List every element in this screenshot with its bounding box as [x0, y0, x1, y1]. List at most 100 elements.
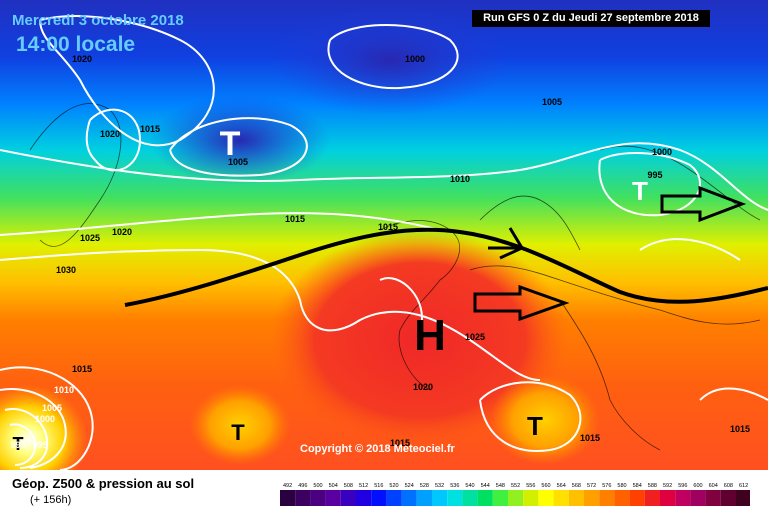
- legend-color-swatch: [325, 490, 341, 506]
- legend-color-swatch: [675, 490, 691, 506]
- legend-color-swatch: [386, 490, 402, 506]
- legend-tick-label: 584: [633, 483, 642, 489]
- legend-tick-label: 504: [329, 483, 338, 489]
- legend-color-swatch: [553, 490, 569, 506]
- legend-tick-label: 568: [572, 483, 581, 489]
- legend-tick-label: 536: [450, 483, 459, 489]
- legend-color-swatch: [523, 490, 539, 506]
- isobar-value-label: 1015: [390, 438, 410, 448]
- legend-color-swatch: [508, 490, 524, 506]
- legend-color-swatch: [644, 490, 660, 506]
- pressure-centers: T T H T T T: [13, 125, 649, 454]
- isobar-value-label: 1005: [228, 157, 248, 167]
- isobar-value-label: 1015: [378, 222, 398, 232]
- legend-color-swatch: [371, 490, 387, 506]
- run-label: Run GFS 0 Z du Jeudi 27 septembre 2018: [483, 12, 699, 24]
- isobar-value-label: 1020: [112, 227, 132, 237]
- legend-tick-label: 492: [283, 483, 292, 489]
- isobar-value-label: 1010: [450, 174, 470, 184]
- legend-tick-label: 556: [526, 483, 535, 489]
- legend-color-swatch: [736, 490, 750, 506]
- legend-tick-label: 608: [724, 483, 733, 489]
- legend-tick-label: 528: [420, 483, 429, 489]
- coastlines: [29, 103, 761, 451]
- legend-color-swatch: [280, 490, 296, 506]
- legend-color-swatch: [705, 490, 721, 506]
- isobar-value-label: 1000: [35, 414, 55, 424]
- legend-color-swatch: [568, 490, 584, 506]
- legend-tick-label: 580: [617, 483, 626, 489]
- legend-color-swatch: [356, 490, 372, 506]
- legend-tick-label: 512: [359, 483, 368, 489]
- isobar-value-label: 1020: [100, 129, 120, 139]
- isobar-value-label: 1000: [652, 147, 672, 157]
- azores-low-core: [190, 385, 290, 465]
- isobar-value-label: 1020: [413, 382, 433, 392]
- legend-tick-label: 508: [344, 483, 353, 489]
- legend-color-swatch: [584, 490, 600, 506]
- forecast-lead-time: (+ 156h): [30, 494, 72, 506]
- high-pressure-marker: H: [414, 311, 446, 360]
- legend-tick-label: 524: [405, 483, 414, 489]
- isobar-value-label: 995: [10, 440, 25, 450]
- legend-tick-label: 496: [298, 483, 307, 489]
- isobar-value-label: 1015: [140, 124, 160, 134]
- isobar-value-label: 1005: [42, 403, 62, 413]
- isobar-value-label: 995: [647, 170, 662, 180]
- map-title: Géop. Z500 & pression au sol: [12, 476, 195, 491]
- legend-tick-label: 520: [389, 483, 398, 489]
- low-pressure-marker: T: [632, 176, 648, 206]
- isobar-value-label: 1015: [72, 364, 92, 374]
- legend-tick-label: 612: [739, 483, 748, 489]
- forecast-time: 14:00 locale: [16, 33, 136, 56]
- isobar-value-label: 1010: [54, 385, 74, 395]
- legend-tick-label: 500: [313, 483, 322, 489]
- france-high-core: [270, 230, 570, 450]
- isobar-value-label: 1020: [72, 54, 92, 64]
- legend-color-swatch: [492, 490, 508, 506]
- legend-tick-label: 560: [541, 483, 550, 489]
- legend-color-swatch: [599, 490, 615, 506]
- legend-color-swatch: [690, 490, 706, 506]
- legend-tick-label: 596: [678, 483, 687, 489]
- low-pressure-marker: T: [231, 420, 245, 445]
- legend-color-swatch: [295, 490, 311, 506]
- isobar-value-label: 1030: [56, 265, 76, 275]
- isobar-value-label: 1015: [580, 433, 600, 443]
- low-pressure-marker: T: [13, 434, 24, 454]
- legend-tick-label: 532: [435, 483, 444, 489]
- copyright-notice: Copyright © 2018 Meteociel.fr: [300, 443, 455, 455]
- legend-color-swatch: [660, 490, 676, 506]
- legend-color-swatch: [614, 490, 630, 506]
- jet-stream-axis: [124, 227, 768, 307]
- legend-color-swatch: [720, 490, 736, 506]
- run-info-box: Run GFS 0 Z du Jeudi 27 septembre 2018: [472, 10, 710, 27]
- low-pressure-marker: T: [220, 125, 241, 163]
- displacement-arrows: [473, 185, 747, 322]
- north-atlantic-low-core: [270, 5, 510, 115]
- legend-tick-label: 540: [465, 483, 474, 489]
- legend-tick-label: 564: [557, 483, 566, 489]
- isobar-value-label: 1025: [80, 233, 100, 243]
- legend-tick-label: 600: [693, 483, 702, 489]
- legend-tick-label: 516: [374, 483, 383, 489]
- isobar-value-label: 1015: [730, 424, 750, 434]
- low-pressure-marker: T: [527, 411, 543, 441]
- isobar-value-label: 1015: [285, 214, 305, 224]
- isobars: [0, 15, 768, 470]
- isobar-value-label: 1005: [542, 97, 562, 107]
- legend-tick-label: 604: [709, 483, 718, 489]
- isobar-labels: 1020101510201005100010051010100099510151…: [10, 54, 750, 450]
- legend-color-swatch: [432, 490, 448, 506]
- forecast-date: Mercredi 3 octobre 2018: [12, 12, 184, 29]
- legend-color-swatch: [447, 490, 463, 506]
- legend-tick-label: 576: [602, 483, 611, 489]
- legend-color-swatch: [462, 490, 478, 506]
- legend-color-swatch: [401, 490, 417, 506]
- legend-tick-label: 592: [663, 483, 672, 489]
- legend-tick-label: 548: [496, 483, 505, 489]
- legend-tick-label: 552: [511, 483, 520, 489]
- legend-tick-label: 572: [587, 483, 596, 489]
